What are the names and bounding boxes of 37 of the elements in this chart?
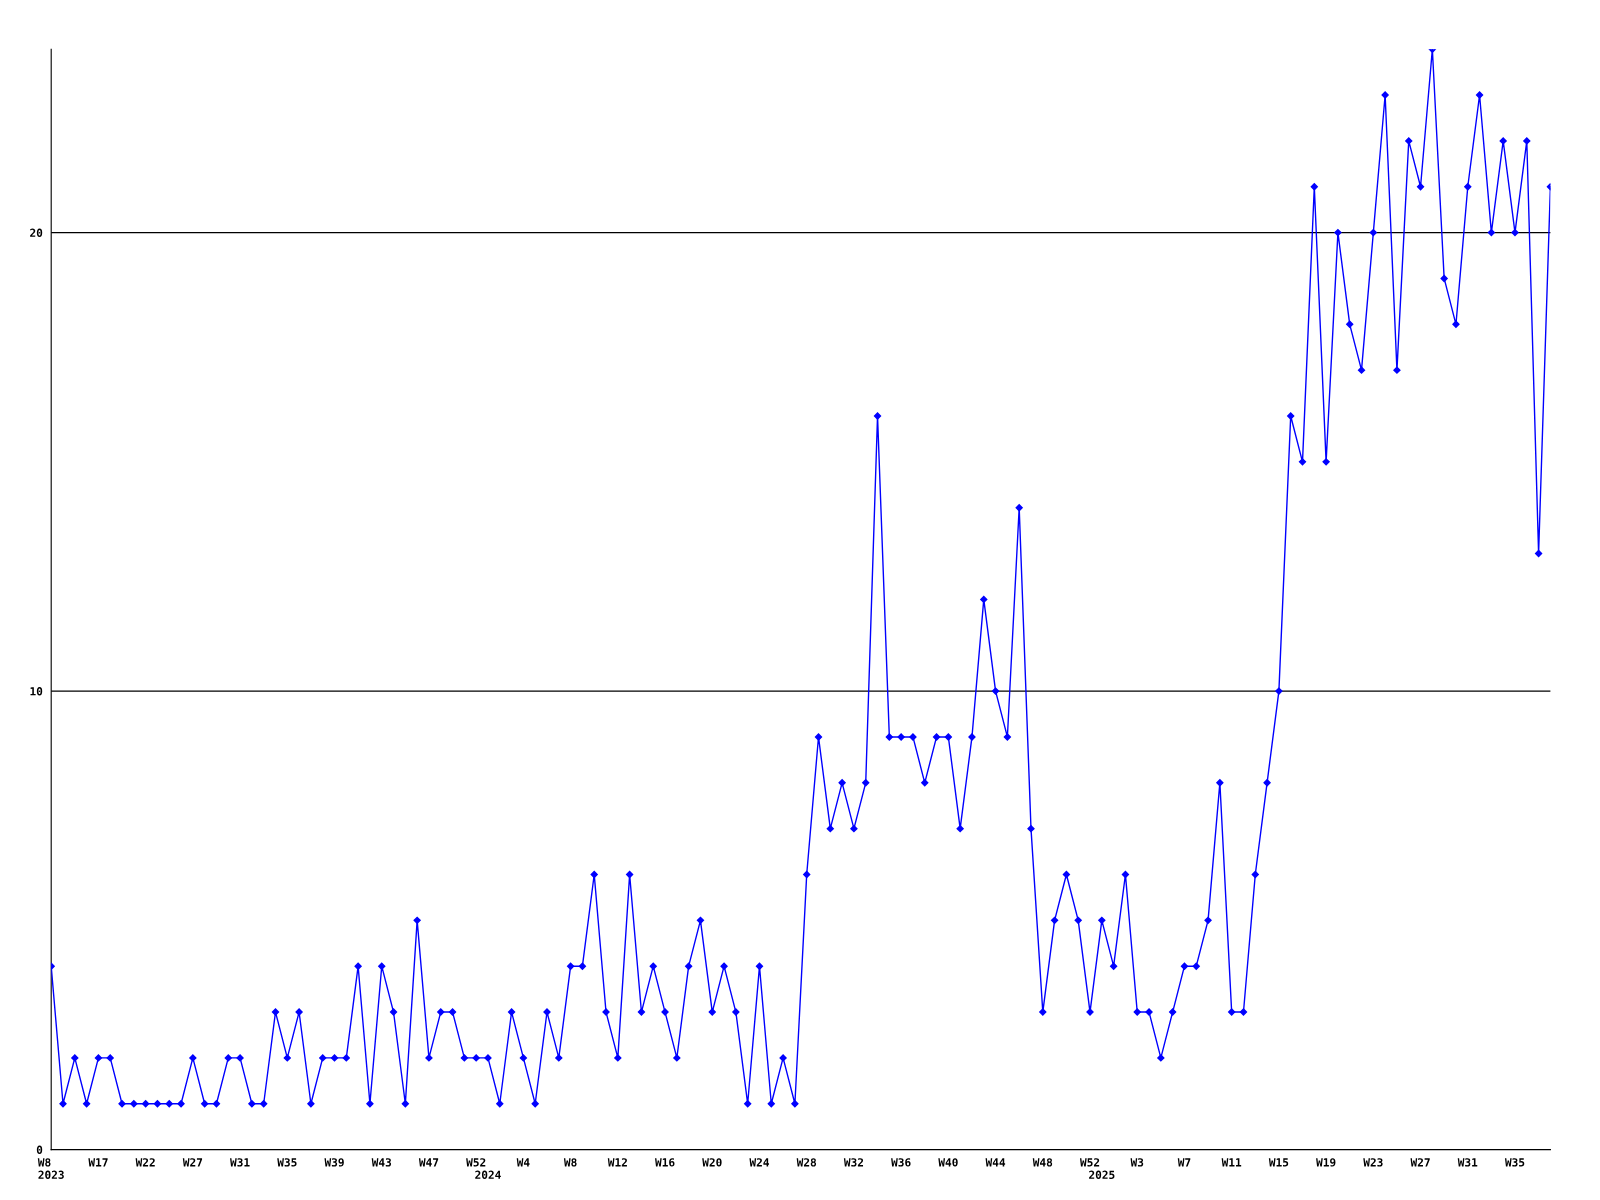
- x-tick-label: W27: [182, 1158, 203, 1167]
- x-tick-label: W31: [1457, 1158, 1478, 1167]
- x-tick-label: W35: [1504, 1158, 1525, 1167]
- x-tick-label: W24: [749, 1158, 770, 1167]
- x-tick-label: W31: [230, 1158, 250, 1167]
- x-tick-label: W48: [1032, 1158, 1053, 1167]
- x-tick-label: 2024: [475, 1170, 501, 1179]
- y-tick-label: 0: [36, 1145, 43, 1154]
- x-tick-label: W3: [1130, 1158, 1144, 1167]
- x-tick-label: W12: [607, 1158, 627, 1167]
- x-tick-label: W19: [1316, 1158, 1336, 1167]
- x-tick-label: W23: [1363, 1158, 1383, 1167]
- x-tick-label: W17: [88, 1158, 108, 1167]
- x-tick-label: W47: [418, 1158, 439, 1167]
- x-tick-label: W7: [1177, 1158, 1191, 1167]
- x-tick-label: W35: [277, 1158, 297, 1167]
- x-tick-label: W8 2023: [37, 1158, 64, 1179]
- x-tick-label: W52: [466, 1158, 486, 1167]
- x-tick-label: W52: [1079, 1158, 1100, 1167]
- x-tick-label: W32: [843, 1158, 864, 1167]
- x-tick-label: W16: [655, 1158, 675, 1167]
- x-tick-label: W20: [702, 1158, 722, 1167]
- x-tick-label: W11: [1221, 1158, 1242, 1167]
- x-tick-label: W8: [563, 1158, 577, 1167]
- x-tick-label: W27: [1410, 1158, 1430, 1167]
- x-tick-label: W39: [324, 1158, 344, 1167]
- x-tick-label: W40: [938, 1158, 958, 1167]
- x-tick-label: W15: [1268, 1158, 1289, 1167]
- x-tick-label: W44: [985, 1158, 1006, 1167]
- x-tick-label: W4: [516, 1158, 530, 1167]
- x-tick-label: W36: [891, 1158, 911, 1167]
- x-tick-label: W22: [135, 1158, 155, 1167]
- x-tick-label: 2025: [1089, 1170, 1115, 1179]
- x-tick-label: W28: [796, 1158, 817, 1167]
- y-tick-label: 20: [30, 228, 43, 237]
- x-tick-label: W43: [371, 1158, 392, 1167]
- y-tick-label: 10: [30, 687, 43, 696]
